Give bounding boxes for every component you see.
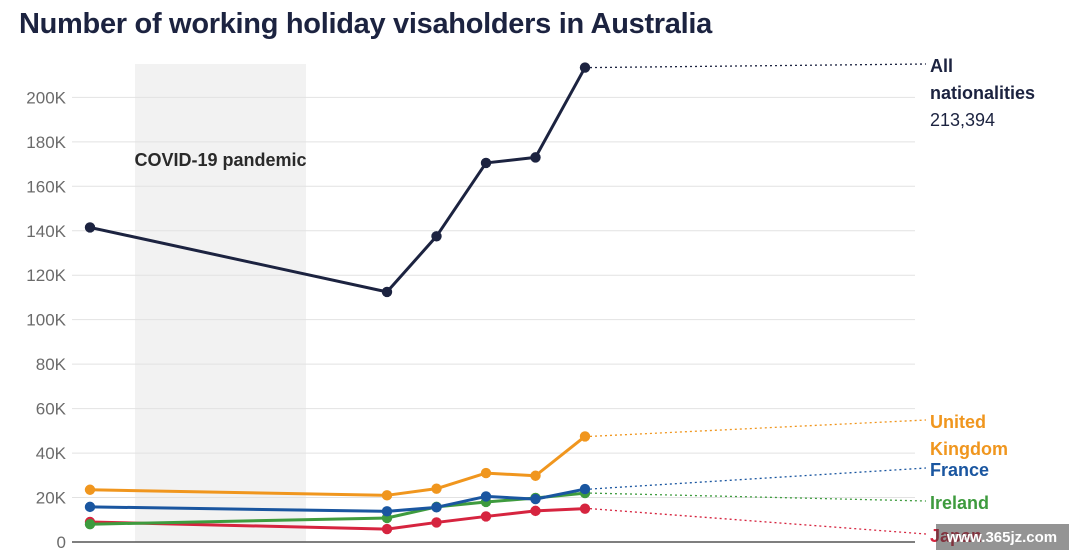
data-point xyxy=(84,222,96,233)
data-point xyxy=(431,517,442,528)
y-tick-label: 140K xyxy=(26,222,66,241)
data-point xyxy=(381,523,393,535)
data-point xyxy=(84,501,96,513)
data-point xyxy=(480,467,492,479)
y-tick-label: 180K xyxy=(26,133,66,152)
data-point xyxy=(480,511,492,522)
data-point xyxy=(431,483,442,494)
data-point xyxy=(431,231,442,242)
series-label: France xyxy=(930,460,989,480)
series-line xyxy=(89,487,586,513)
label-leader xyxy=(589,63,927,69)
label-leader xyxy=(589,492,927,502)
y-tick-label: 100K xyxy=(26,311,66,330)
data-point xyxy=(381,286,393,298)
series-label: Kingdom xyxy=(930,439,1008,459)
y-tick-label: 160K xyxy=(26,177,66,196)
data-point xyxy=(530,493,541,505)
series-label: All xyxy=(930,56,953,76)
covid-annotation: COVID-19 pandemic xyxy=(134,150,306,170)
data-point xyxy=(530,152,541,163)
series-line xyxy=(89,507,586,531)
series-line xyxy=(89,435,586,497)
y-tick-label: 200K xyxy=(26,88,66,107)
watermark: www.365jz.com xyxy=(946,529,1057,546)
watermark-bg xyxy=(936,524,1069,550)
series-label: Ireland xyxy=(930,493,989,513)
data-point xyxy=(480,157,492,169)
label-leader xyxy=(589,467,927,490)
label-leader xyxy=(589,419,927,438)
y-tick-label: 80K xyxy=(36,355,67,374)
data-point xyxy=(579,483,591,495)
series-value-label: 213,394 xyxy=(930,110,995,130)
data-point xyxy=(480,491,492,502)
y-tick-label: 40K xyxy=(36,444,67,463)
data-point xyxy=(579,62,591,73)
data-point xyxy=(381,490,393,501)
series-label: United xyxy=(930,412,986,432)
data-point xyxy=(579,503,591,514)
data-point xyxy=(530,505,541,517)
data-point xyxy=(84,519,96,530)
data-point xyxy=(431,502,442,513)
data-point xyxy=(84,484,96,495)
y-tick-label: 120K xyxy=(26,266,66,285)
data-point xyxy=(530,470,541,481)
y-tick-label: 20K xyxy=(36,489,67,508)
data-point xyxy=(579,431,591,442)
y-tick-label: 0 xyxy=(57,533,66,550)
covid-band xyxy=(135,64,306,542)
y-tick-label: 60K xyxy=(36,400,67,419)
label-leader xyxy=(589,508,927,535)
chart-title: Number of working holiday visaholders in… xyxy=(19,8,712,40)
series-label: nationalities xyxy=(930,83,1035,103)
series-line xyxy=(89,66,587,294)
data-point xyxy=(381,506,393,517)
